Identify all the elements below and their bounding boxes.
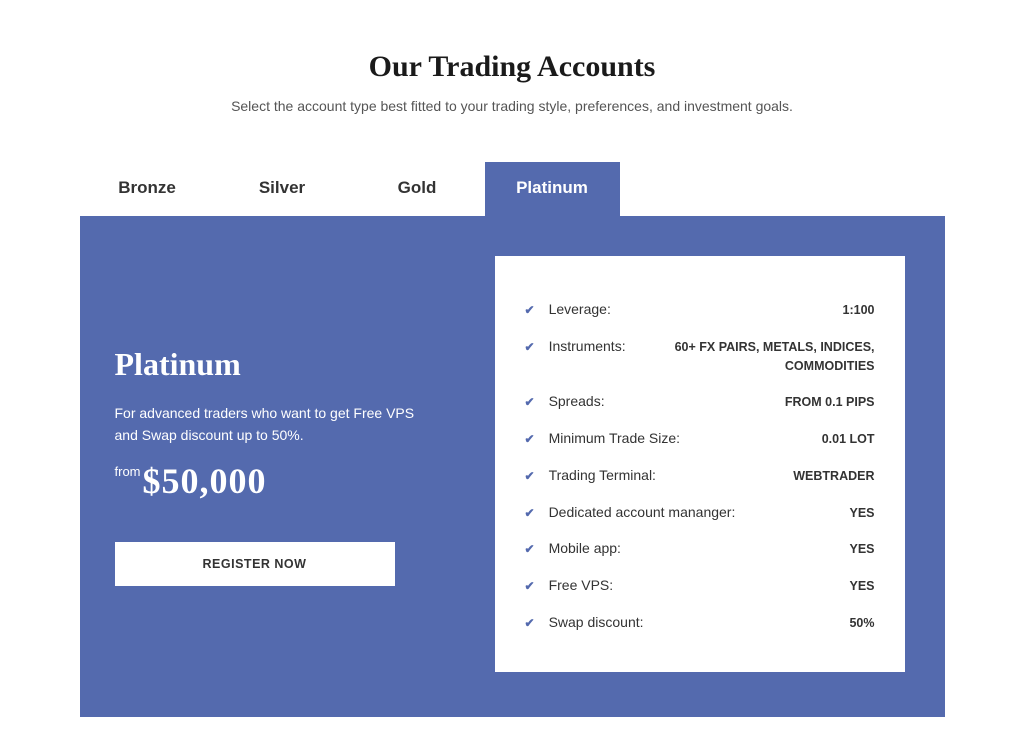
account-panel: Platinum For advanced traders who want t…	[80, 216, 945, 717]
price-prefix: from	[115, 460, 141, 479]
tab-bronze[interactable]: Bronze	[80, 162, 215, 216]
feature-value: YES	[735, 504, 874, 523]
check-icon: ✔	[525, 504, 535, 520]
feature-row: ✔ Instruments: 60+ FX PAIRS, METALS, IND…	[525, 329, 875, 385]
tier-name: Platinum	[115, 346, 475, 383]
check-icon: ✔	[525, 301, 535, 317]
tabs-bar: Bronze Silver Gold Platinum	[80, 162, 945, 216]
feature-label: Minimum Trade Size:	[549, 430, 680, 446]
page-subtitle: Select the account type best fitted to y…	[80, 98, 945, 114]
feature-value: WEBTRADER	[656, 467, 875, 486]
page-container: Our Trading Accounts Select the account …	[80, 0, 945, 717]
feature-row: ✔ Leverage: 1:100	[525, 292, 875, 329]
tier-description: For advanced traders who want to get Fre…	[115, 403, 415, 446]
check-icon: ✔	[525, 467, 535, 483]
feature-value: FROM 0.1 PIPS	[655, 393, 875, 412]
feature-value: 1:100	[655, 301, 875, 320]
tab-platinum[interactable]: Platinum	[485, 162, 620, 216]
feature-label: Leverage:	[549, 301, 611, 317]
price-row: from $50,000	[115, 460, 475, 502]
feature-row: ✔ Minimum Trade Size: 0.01 LOT	[525, 421, 875, 458]
feature-row: ✔ Dedicated account mananger: YES	[525, 495, 875, 532]
price-value: $50,000	[143, 460, 267, 502]
feature-value: YES	[655, 540, 875, 559]
feature-label: Instruments:	[549, 338, 626, 354]
feature-label: Free VPS:	[549, 577, 614, 593]
check-icon: ✔	[525, 577, 535, 593]
register-button[interactable]: REGISTER NOW	[115, 542, 395, 586]
check-icon: ✔	[525, 430, 535, 446]
feature-value: 0.01 LOT	[680, 430, 874, 449]
feature-row: ✔ Spreads: FROM 0.1 PIPS	[525, 384, 875, 421]
feature-value: 50%	[655, 614, 875, 633]
feature-row: ✔ Swap discount: 50%	[525, 605, 875, 642]
feature-row: ✔ Trading Terminal: WEBTRADER	[525, 458, 875, 495]
feature-label: Trading Terminal:	[549, 467, 656, 483]
check-icon: ✔	[525, 540, 535, 556]
feature-label: Mobile app:	[549, 540, 621, 556]
feature-value: 60+ FX PAIRS, METALS, INDICES, COMMODITI…	[655, 338, 875, 376]
tab-gold[interactable]: Gold	[350, 162, 485, 216]
check-icon: ✔	[525, 393, 535, 409]
feature-label: Dedicated account mananger:	[549, 504, 736, 520]
features-card: ✔ Leverage: 1:100 ✔ Instruments: 60+ FX …	[495, 256, 905, 672]
check-icon: ✔	[525, 338, 535, 354]
feature-row: ✔ Mobile app: YES	[525, 531, 875, 568]
tab-silver[interactable]: Silver	[215, 162, 350, 216]
feature-row: ✔ Free VPS: YES	[525, 568, 875, 605]
feature-label: Swap discount:	[549, 614, 644, 630]
page-title: Our Trading Accounts	[80, 50, 945, 84]
feature-label: Spreads:	[549, 393, 605, 409]
feature-value: YES	[655, 577, 875, 596]
check-icon: ✔	[525, 614, 535, 630]
panel-left: Platinum For advanced traders who want t…	[115, 256, 475, 672]
